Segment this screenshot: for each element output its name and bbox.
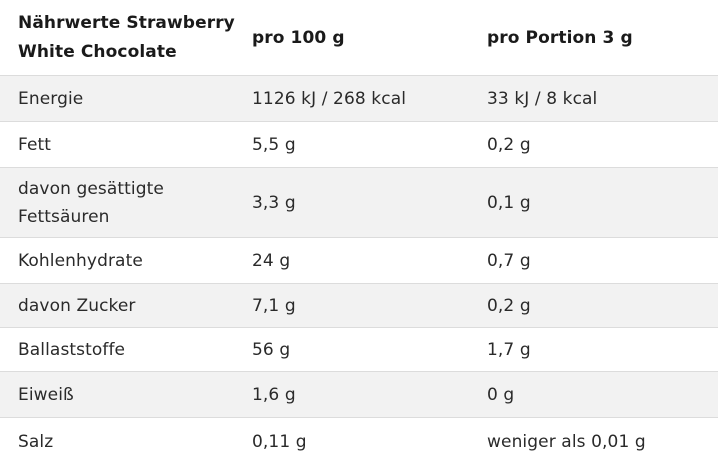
column-header-per-100g: pro 100 g: [252, 27, 345, 48]
nutrient-label: Salz: [18, 432, 54, 452]
table-row: Kohlenhydrate 24 g 0,7 g: [0, 238, 718, 284]
nutrient-label: Kohlenhydrate: [18, 250, 143, 271]
value-per-100g: 7,1 g: [252, 295, 296, 316]
table-row: Salz 0,11 g weniger als 0,01 g: [0, 418, 718, 466]
value-per-portion: 0,2 g: [487, 134, 531, 155]
value-per-100g: 24 g: [252, 250, 291, 271]
value-per-100g: 56 g: [252, 339, 291, 360]
value-per-portion: 0,7 g: [487, 250, 531, 271]
value-per-portion: 0 g: [487, 384, 515, 405]
value-per-100g: 3,3 g: [252, 192, 296, 213]
value-per-portion: 0,1 g: [487, 192, 531, 213]
table-row: davon gesättigte Fettsäuren 3,3 g 0,1 g: [0, 168, 718, 238]
value-per-100g: 1,6 g: [252, 384, 296, 405]
value-per-100g: 1126 kJ / 268 kcal: [252, 88, 407, 109]
table-row: Eiweiß 1,6 g 0 g: [0, 372, 718, 418]
value-per-100g: 5,5 g: [252, 134, 296, 155]
value-per-portion: weniger als 0,01 g: [487, 432, 646, 452]
table-row: Energie 1126 kJ / 268 kcal 33 kJ / 8 kca…: [0, 76, 718, 122]
nutrient-label: davon Zucker: [18, 295, 136, 316]
table-row: Fett 5,5 g 0,2 g: [0, 122, 718, 168]
value-per-portion: 0,2 g: [487, 295, 531, 316]
table-header-row: Nährwerte Strawberry White Chocolate pro…: [0, 0, 718, 76]
table-title: Nährwerte Strawberry White Chocolate: [18, 12, 235, 62]
value-per-100g: 0,11 g: [252, 432, 307, 452]
nutrient-label: Eiweiß: [18, 384, 74, 405]
value-per-portion: 1,7 g: [487, 339, 531, 360]
nutrient-label: davon gesättigte Fettsäuren: [18, 178, 164, 227]
nutrient-label: Energie: [18, 88, 84, 109]
nutrient-label: Fett: [18, 134, 52, 155]
table-row: Ballaststoffe 56 g 1,7 g: [0, 328, 718, 372]
value-per-portion: 33 kJ / 8 kcal: [487, 88, 598, 109]
column-header-per-portion: pro Portion 3 g: [487, 27, 633, 48]
nutrient-label: Ballaststoffe: [18, 339, 126, 360]
table-row: davon Zucker 7,1 g 0,2 g: [0, 284, 718, 328]
